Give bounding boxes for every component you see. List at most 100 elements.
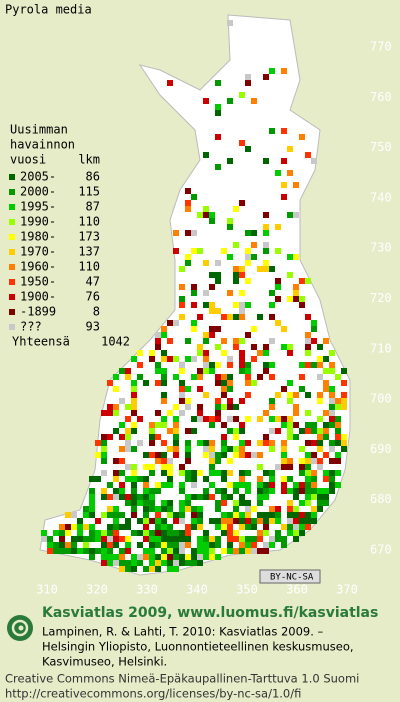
- observation-square: [209, 464, 215, 470]
- legend-swatch: [9, 234, 15, 240]
- observation-square: [161, 368, 167, 374]
- legend-count: 110: [78, 215, 100, 229]
- observation-square: [245, 536, 251, 542]
- observation-square: [251, 542, 257, 548]
- observation-square: [149, 494, 155, 500]
- observation-square: [251, 344, 257, 350]
- observation-square: [155, 554, 161, 560]
- observation-square: [161, 554, 167, 560]
- observation-square: [221, 440, 227, 446]
- observation-square: [191, 470, 197, 476]
- observation-square: [305, 428, 311, 434]
- observation-square: [71, 536, 77, 542]
- x-tick-label: 360: [286, 583, 308, 597]
- observation-square: [221, 470, 227, 476]
- observation-square: [179, 266, 185, 272]
- observation-square: [245, 362, 251, 368]
- observation-square: [257, 518, 263, 524]
- observation-square: [197, 410, 203, 416]
- observation-square: [329, 440, 335, 446]
- observation-square: [269, 416, 275, 422]
- observation-square: [185, 494, 191, 500]
- observation-square: [155, 542, 161, 548]
- observation-square: [239, 542, 245, 548]
- observation-square: [179, 410, 185, 416]
- observation-square: [227, 356, 233, 362]
- observation-square: [107, 512, 113, 518]
- observation-square: [317, 494, 323, 500]
- observation-square: [227, 530, 233, 536]
- observation-square: [329, 422, 335, 428]
- observation-square: [77, 524, 83, 530]
- observation-square: [263, 230, 269, 236]
- observation-square: [197, 494, 203, 500]
- x-tick-label: 330: [136, 583, 158, 597]
- observation-square: [185, 452, 191, 458]
- observation-square: [233, 314, 239, 320]
- observation-square: [167, 410, 173, 416]
- observation-square: [305, 488, 311, 494]
- observation-square: [131, 566, 137, 572]
- observation-square: [299, 518, 305, 524]
- observation-square: [215, 536, 221, 542]
- observation-square: [191, 356, 197, 362]
- observation-square: [251, 230, 257, 236]
- observation-square: [341, 398, 347, 404]
- observation-square: [233, 242, 239, 248]
- observation-square: [155, 506, 161, 512]
- observation-square: [215, 80, 221, 86]
- observation-square: [173, 446, 179, 452]
- observation-square: [335, 374, 341, 380]
- observation-square: [275, 428, 281, 434]
- observation-square: [221, 434, 227, 440]
- observation-square: [275, 248, 281, 254]
- observation-square: [47, 536, 53, 542]
- observation-square: [119, 494, 125, 500]
- legend-heading: havainnon: [10, 138, 75, 152]
- observation-square: [107, 410, 113, 416]
- observation-square: [161, 326, 167, 332]
- observation-square: [161, 542, 167, 548]
- observation-square: [113, 542, 119, 548]
- observation-square: [245, 452, 251, 458]
- observation-square: [155, 536, 161, 542]
- observation-square: [197, 314, 203, 320]
- observation-square: [209, 446, 215, 452]
- observation-square: [155, 380, 161, 386]
- observation-square: [113, 410, 119, 416]
- legend-label: 1950-: [20, 275, 56, 289]
- observation-square: [173, 416, 179, 422]
- observation-square: [197, 212, 203, 218]
- observation-square: [263, 488, 269, 494]
- observation-square: [233, 416, 239, 422]
- observation-square: [65, 512, 71, 518]
- observation-square: [335, 398, 341, 404]
- observation-square: [239, 356, 245, 362]
- observation-square: [251, 518, 257, 524]
- observation-square: [305, 500, 311, 506]
- observation-square: [281, 344, 287, 350]
- observation-square: [203, 206, 209, 212]
- observation-square: [251, 356, 257, 362]
- observation-square: [143, 554, 149, 560]
- observation-square: [119, 398, 125, 404]
- observation-square: [203, 98, 209, 104]
- observation-square: [83, 512, 89, 518]
- observation-square: [263, 248, 269, 254]
- observation-square: [65, 542, 71, 548]
- observation-square: [233, 344, 239, 350]
- observation-square: [119, 488, 125, 494]
- observation-square: [305, 518, 311, 524]
- observation-square: [323, 476, 329, 482]
- observation-square: [263, 74, 269, 80]
- observation-square: [131, 392, 137, 398]
- observation-square: [227, 446, 233, 452]
- observation-square: [83, 506, 89, 512]
- observation-square: [203, 260, 209, 266]
- observation-square: [263, 350, 269, 356]
- observation-square: [173, 356, 179, 362]
- observation-square: [179, 554, 185, 560]
- observation-square: [257, 512, 263, 518]
- y-tick-label: 730: [370, 241, 392, 255]
- observation-square: [245, 260, 251, 266]
